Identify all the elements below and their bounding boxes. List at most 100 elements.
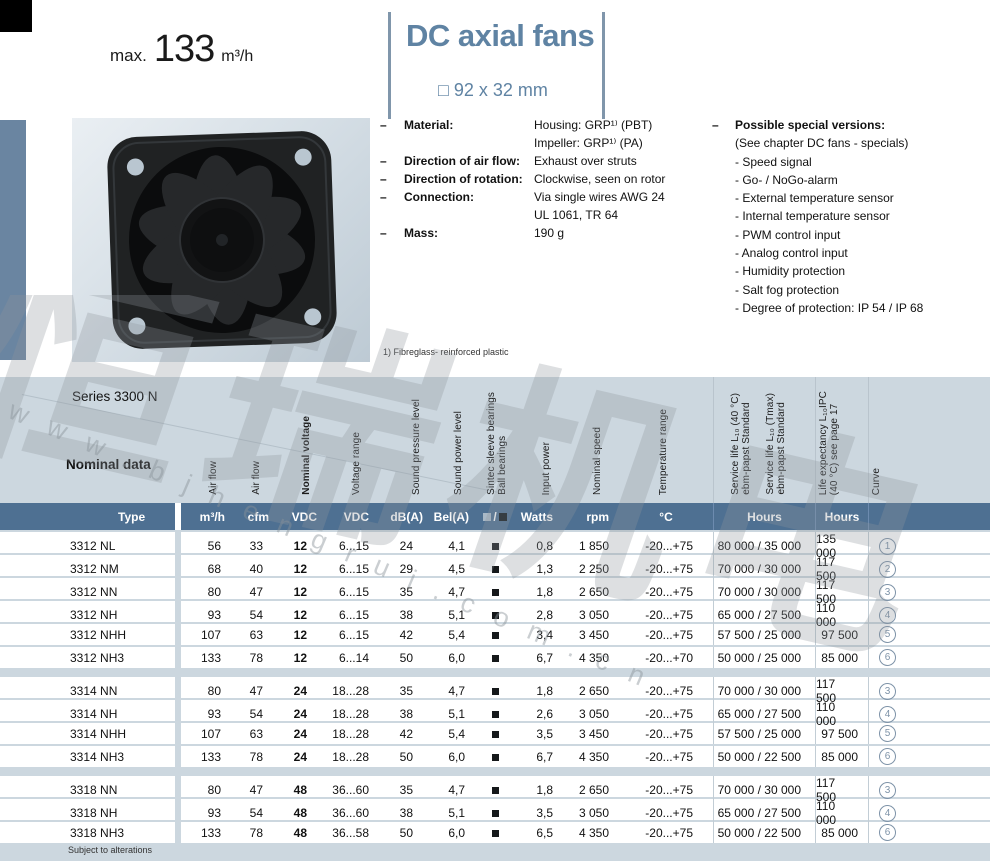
value-cell: 4 [868,799,990,827]
unit-cell: Watts [520,509,553,524]
value-cell: 5 [868,624,990,645]
value-cell [475,727,515,741]
special-version-item: - External temperature sensor [735,191,894,206]
title-rule-right [602,12,605,119]
value-cell: 80 [207,585,221,599]
type-cell: 3318 NH3 [70,825,125,840]
type-cell: 3312 NHH [70,627,127,642]
dash-bullet: – [380,226,387,240]
value-cell: 93 [207,707,221,721]
value-cell: 50 000 / 25 000 [713,647,815,668]
curve-number: 5 [879,626,896,643]
ball-bearing-icon [491,654,499,662]
value-cell: 50 000 / 22 500 [713,746,815,767]
value-cell: 133 [200,749,221,764]
column-gap [175,532,181,560]
special-version-item: - Salt fog protection [735,282,840,297]
spec-label: Connection: [404,190,474,204]
value-cell: 54 [249,608,263,622]
value-cell: 3 [868,677,990,705]
value-cell: 110 000 [815,601,868,629]
table-row: 3318 NN 80 47 48 36...60 35 4,7 1,8 2 650 -20...+… [0,776,990,804]
spec-label: Material: [404,118,454,132]
column-gap [175,624,181,645]
spec-value: Housing: GRP¹⁾ (PBT) [534,118,653,132]
value-cell: 97 500 [815,624,868,645]
ball-bearing-icon [491,730,499,738]
value-cell: 107 [200,726,221,741]
value-cell: 85 000 [815,746,868,767]
corner-print-mark [0,0,32,32]
value-cell: -20...+75 [645,726,693,741]
dash-bullet: – [380,118,387,132]
value-cell: 3 050 [578,806,609,820]
type-column-header: Type [118,509,146,524]
value-cell: -20...+75 [645,806,693,820]
type-cell: 3314 NN [70,684,118,698]
value-cell: 57 500 / 25 000 [713,624,815,645]
special-versions-list: – Possible special versions: (See chapter … [712,116,984,317]
value-cell: 24 [293,749,307,764]
value-cell: 12 [293,562,307,576]
value-cell: 133 [200,825,221,840]
special-version-item: - Degree of protection: IP 54 / IP 68 [735,300,924,315]
curve-number: 3 [879,682,896,700]
table-row: 3314 NH 93 54 24 18...28 38 5,1 2,6 3 050 -20...+… [0,700,990,728]
table-row: 3312 NL 56 33 12 6...15 24 4,1 0,8 1 850 -20...+7… [0,532,990,560]
value-cell: 38 [399,608,413,622]
value-cell: -20...+75 [645,608,693,622]
value-cell: 85 000 [815,647,868,668]
footnote: 1) Fibreglass- reinforced plastic [383,347,509,357]
value-cell: 48 [293,783,307,797]
type-cell: 3312 NH [70,608,118,622]
spec-values: 190 g [534,224,710,242]
column-gap [175,677,181,705]
value-cell: 18...28 [332,684,369,698]
value-cell [475,562,515,576]
value-cell: 24 [293,707,307,721]
spec-label: Direction of air flow: [404,154,521,168]
table-row: 3314 NN 80 47 24 18...28 35 4,7 1,8 2 650 -20...+… [0,677,990,705]
column-gap [175,578,181,606]
column-separator [868,377,869,503]
value-cell: -20...+70 [645,650,693,665]
value-cell: 4,7 [448,585,465,599]
value-cell: 6,7 [536,650,553,665]
curve-number: 3 [879,781,896,799]
column-gap [175,776,181,804]
value-cell: 3 [868,578,990,606]
column-label: Air flow [250,461,262,495]
value-cell: 3 050 [578,707,609,721]
column-gap [175,601,181,629]
type-cell: 3318 NN [70,783,118,797]
value-cell: 48 [293,825,307,840]
unit-cell: rpm [586,509,609,524]
value-cell: 5,4 [448,627,465,642]
value-cell: 18...28 [332,726,369,741]
value-cell: 117 500 [815,555,868,583]
ball-bearing-icon [491,688,499,695]
curve-number: 6 [879,824,896,841]
value-cell: 2,6 [536,707,553,721]
type-cell: 3314 NHH [70,726,127,741]
type-cell: 3312 NN [70,585,118,599]
column-separator [713,377,714,503]
column-label: Nominal voltage [300,416,312,495]
value-cell: -20...+75 [645,783,693,797]
value-cell: 4,5 [448,562,465,576]
spec-list: – Material: Housing: GRP¹⁾ (PBT) Impeller: … [380,116,710,242]
ball-bearing-icon [491,787,499,794]
fan-size: □ 92 x 32 mm [438,80,548,100]
type-cell: 3314 NH3 [70,749,125,764]
dash-bullet: – [380,190,387,204]
unit-cell: cfm [247,509,269,524]
column-gap [175,799,181,827]
photo-accent-bar [0,120,26,360]
special-version-item: - Go- / NoGo-alarm [735,172,838,187]
unit-cell: VDC [343,509,369,524]
value-cell: 6 [868,746,990,767]
value-cell: 65 000 / 27 500 [713,799,815,827]
value-cell: 24 [399,539,413,553]
value-cell: 4,7 [448,783,465,797]
value-cell: 117 500 [815,677,868,705]
